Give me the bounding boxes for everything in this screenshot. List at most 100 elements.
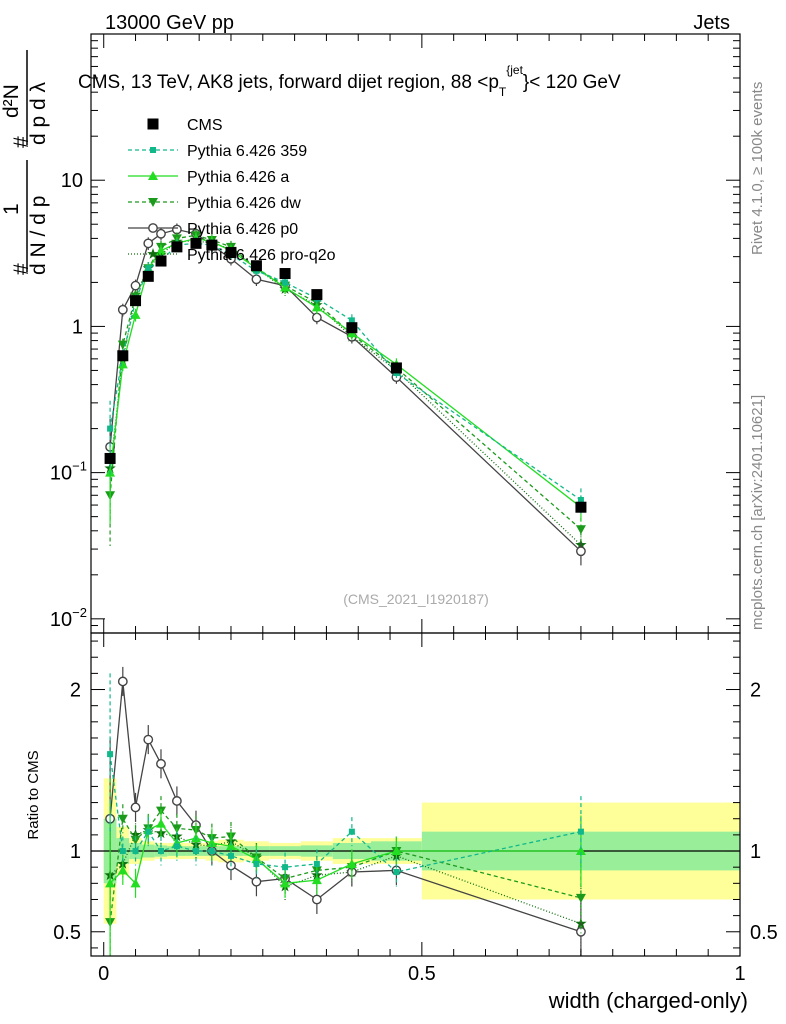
ratio-point-pythia-6-426-a (155, 818, 166, 828)
point-pythia-6-426-359 (145, 265, 152, 272)
point-cms (346, 322, 358, 334)
ratio-y-tick-label-right: 1 (750, 841, 761, 863)
point-pythia-6-426-359 (577, 496, 584, 503)
ratio-plot: 0.5 0.51 12 20 0.5 1 Ratio to CMS width (char… (25, 632, 778, 1013)
ratio-point-pythia-6-426-a (105, 878, 116, 888)
point-pythia-6-426-a (117, 359, 128, 369)
ratio-point-pythia-6-426-359 (132, 848, 139, 855)
point-cms (311, 289, 323, 301)
ratio-point-pythia-6-426-p0 (117, 676, 128, 687)
y-tick-exp: −1 (72, 459, 87, 474)
point-cms (171, 241, 183, 253)
title-suffix: }< 120 GeV (523, 72, 621, 93)
ylabel-denom-2: d p d λ (27, 81, 50, 145)
point-pythia-6-426-p0 (576, 546, 586, 557)
ratio-y-tick-label-right: 2 (750, 680, 761, 702)
legend-entry-pythia-6-426-pro-q2o: Pythia 6.426 pro-q2o (128, 247, 336, 264)
legend-entry-pythia-6-426-359: Pythia 6.426 359 (128, 143, 307, 160)
legend-marker (148, 198, 158, 207)
ratio-point-pythia-6-426-a (346, 858, 357, 868)
ratio-point-pythia-6-426-359 (173, 843, 180, 850)
x-tick-label: 0 (98, 963, 109, 985)
point-pythia-6-426-p0 (143, 238, 154, 249)
ratio-point-pythia-6-426-359 (282, 864, 289, 871)
legend-label: Pythia 6.426 a (187, 169, 289, 186)
point-pythia-6-426-p0 (130, 280, 141, 291)
ratio-point-pythia-6-426-359 (157, 848, 164, 855)
ratio-point-pythia-6-426-359 (313, 860, 320, 867)
point-cms (250, 260, 262, 272)
ratio-point-pythia-6-426-a (311, 875, 322, 885)
point-pythia-6-426-dw (575, 525, 586, 535)
ratio-y-tick-label: 2 (70, 680, 81, 702)
legend-marker (150, 147, 156, 153)
point-cms (130, 295, 142, 307)
ratio-point-pythia-6-426-359 (145, 828, 152, 835)
legend-marker (148, 171, 158, 180)
y-axis-label: # 1 d N / d p # d²N d p d λ (0, 50, 50, 275)
legend-marker (147, 248, 159, 259)
ratio-y-tick-label: 1 (70, 841, 81, 863)
x-axis-label: width (charged-only) (548, 988, 748, 1013)
legend-label: Pythia 6.426 pro-q2o (187, 247, 336, 264)
ratio-point-pythia-6-426-359 (348, 828, 355, 835)
point-cms (225, 247, 237, 259)
ratio-point-pythia-6-426-a (206, 837, 217, 847)
ratio-point-pythia-6-426-a (280, 878, 291, 888)
point-pythia-6-426-359 (107, 425, 114, 432)
main-title: CMS, 13 TeV, AK8 jets, forward dijet reg… (78, 63, 621, 99)
annotation-analysis: (CMS_2021_I1920187) (343, 591, 489, 607)
ratio-point-pythia-6-426-p0 (143, 734, 154, 745)
point-pythia-6-426-a (130, 309, 141, 319)
point-pythia-6-426-p0 (251, 274, 262, 285)
header-category: Jets (693, 12, 730, 34)
ratio-point-pythia-6-426-359 (253, 860, 260, 867)
line-pythia-6-426-359 (109, 242, 582, 501)
point-cms (117, 350, 129, 362)
point-pythia-6-426-p0 (311, 312, 322, 323)
y-tick-label: 10−2 (50, 605, 87, 631)
ratio-point-pythia-6-426-p0 (171, 796, 182, 806)
ratio-point-pythia-6-426-dw (117, 814, 128, 824)
legend-entry-cms: CMS (147, 117, 223, 134)
ratio-axes: 0.5 0.51 12 20 0.5 1 (53, 633, 778, 985)
ratio-line-pythia-6-426-pro-q2o (109, 829, 582, 925)
ratio-y-tick-label: 0.5 (53, 922, 81, 944)
x-tick-label: 1 (734, 963, 745, 985)
header-energy: 13000 GeV pp (105, 12, 234, 34)
ratio-point-pythia-6-426-p0 (130, 802, 141, 813)
legend-marker (148, 223, 158, 233)
x-tick-label: 0.5 (408, 963, 436, 985)
ratio-point-pythia-6-426-p0 (251, 876, 262, 887)
ratio-marks (91, 666, 740, 956)
point-cms (390, 362, 402, 374)
ylabel-one: 1 (0, 203, 23, 215)
point-cms (155, 255, 167, 267)
main-marks (104, 223, 587, 566)
ratio-point-pythia-6-426-359 (393, 869, 400, 876)
side-label-top: Rivet 4.1.0, ≥ 100k events (749, 82, 766, 255)
y-tick-exp: −2 (72, 605, 87, 620)
ratio-point-pythia-6-426-a (225, 841, 236, 851)
point-cms (190, 237, 202, 249)
point-pythia-6-426-a (311, 302, 322, 312)
ratio-ylabel: Ratio to CMS (25, 750, 42, 839)
point-cms (279, 268, 291, 280)
legend-marker (147, 118, 159, 130)
ratio-point-pythia-6-426-dw (575, 893, 586, 903)
point-pythia-6-426-359 (348, 317, 355, 324)
ratio-point-pythia-6-426-a (575, 846, 586, 856)
ratio-point-pythia-6-426-359 (227, 852, 234, 859)
ylabel-denom-1: d N / d p (27, 196, 50, 275)
point-cms (142, 270, 154, 282)
legend-label: Pythia 6.426 p0 (187, 221, 298, 238)
ratio-frame (90, 632, 741, 957)
legend-label: Pythia 6.426 dw (187, 195, 301, 212)
ratio-point-pythia-6-426-359 (119, 848, 126, 855)
legend: CMS Pythia 6.426 359 Pythia 6.426 a Pythia … (128, 117, 336, 264)
y-tick-label: 10−1 (50, 459, 87, 485)
ratio-series-pythia-6-426-359 (107, 673, 584, 887)
ratio-point-pythia-6-426-a (130, 878, 141, 888)
ratio-point-pythia-6-426-p0 (156, 758, 166, 769)
